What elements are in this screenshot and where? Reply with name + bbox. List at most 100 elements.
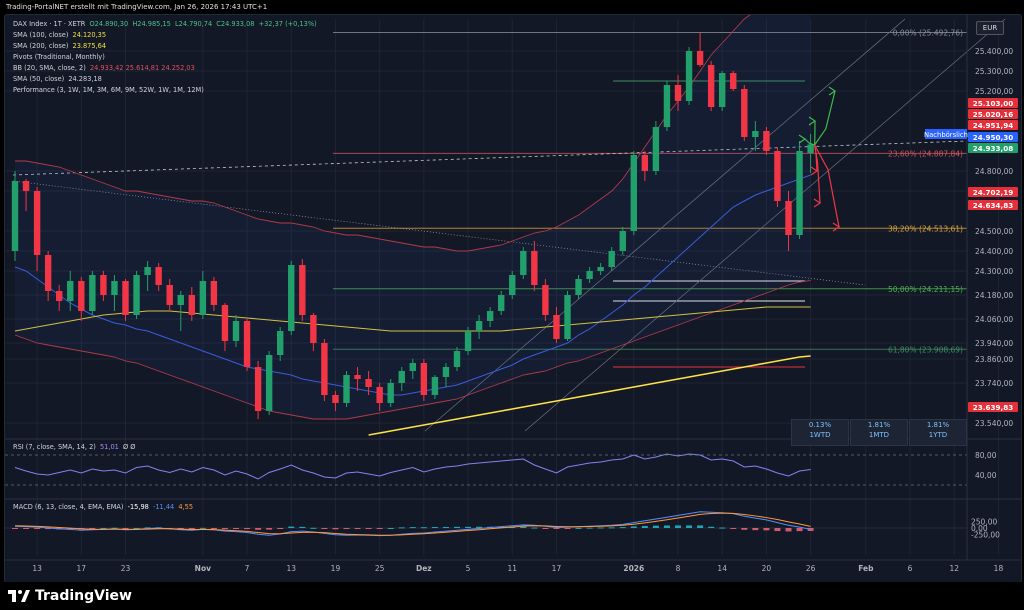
rsi-value: 51,01 (99, 443, 119, 451)
price-tick-2: 25.200,00 (975, 87, 1013, 96)
candle-body-52 (586, 271, 593, 279)
channel-line-upper (524, 18, 1006, 432)
macd-hist-34 (387, 528, 394, 529)
macd-hist-24 (277, 528, 284, 529)
macd-hist-51 (575, 527, 582, 529)
candle-body-37 (420, 363, 428, 395)
time-tick-0: 13 (32, 564, 42, 573)
macd-hist-12 (144, 527, 151, 529)
time-tick-5: 13 (286, 564, 296, 573)
price-tick-1: 25.300,00 (975, 67, 1013, 76)
candle-body-35 (398, 371, 405, 383)
price-tag-5: 24.933,08 (973, 144, 1013, 153)
price-axis: 25.400,00 25.300,00 25.200,00 24.800,00 24.7… (966, 15, 1013, 560)
currency-button[interactable]: EUR (976, 21, 1004, 35)
candle-body-29 (332, 395, 339, 403)
candle-body-49 (553, 315, 560, 339)
channel-line-lower (424, 18, 906, 432)
time-tick-13: 8 (676, 564, 681, 573)
price-tag-2: 24.951,94 (973, 121, 1013, 130)
time-tick-2: 23 (121, 564, 131, 573)
price-tick-10: 23.940,00 (975, 339, 1013, 348)
macd-hist-47 (531, 527, 538, 529)
candle-body-34 (387, 383, 394, 403)
macd-hist-27 (310, 527, 317, 529)
candle-body-58 (652, 127, 660, 171)
time-tick-14: 14 (717, 564, 727, 573)
macd-hist-60 (675, 525, 681, 528)
fib-label-3: 50,00% (24.211,15) (888, 285, 963, 294)
sma50-line (14, 174, 811, 396)
projection-arrowhead-5 (832, 222, 841, 232)
candle-body-39 (442, 367, 450, 377)
candle-body-47 (531, 251, 538, 285)
price-tag-6: 24.702,19 (973, 188, 1013, 197)
candle-body-17 (199, 281, 207, 315)
price-tag-label-3: Nachbörslich (924, 131, 968, 139)
candle-body-67 (752, 131, 759, 137)
dotted-trendline (12, 180, 866, 286)
macd-hist-41 (465, 526, 472, 528)
macd-hist-2 (34, 528, 41, 529)
macd-hist-20 (233, 528, 239, 529)
legend-close: C24.933,08 (216, 20, 255, 28)
price-tag-label-bg-3 (925, 129, 967, 139)
price-tick-13: 23.540,00 (975, 419, 1013, 428)
macd-hist-36 (409, 527, 416, 529)
candle-body-30 (343, 375, 350, 403)
legend-sma200: SMA (200, close) 23.875,64 (13, 41, 106, 52)
projection-arrow-5 (814, 144, 840, 228)
candle-body-14 (166, 285, 173, 305)
macd-hist-25 (288, 526, 295, 528)
macd-hist-33 (376, 528, 383, 529)
candle-body-40 (453, 351, 461, 367)
candle-body-11 (133, 275, 140, 315)
candle-body-4 (56, 291, 63, 301)
macd-hist-16 (188, 528, 195, 529)
macd-tick-1: 0,00 (971, 524, 988, 533)
macd-hist-31 (354, 528, 361, 529)
price-tag-bg-6 (968, 187, 1018, 197)
legend-symbol: DAX Index · 1T · XETR (13, 20, 86, 28)
candle-body-61 (685, 51, 693, 101)
price-tag-bg-5 (968, 143, 1018, 153)
macd-hist-72 (807, 528, 814, 531)
macd-tick-0: 250,00 (971, 518, 997, 527)
price-chart[interactable]: 0,00% (25.492,76) 23,60% (24.887,84) 38,20… (5, 15, 1021, 583)
rsi-tick-1: 40,00 (975, 471, 997, 480)
candle-body-16 (188, 295, 195, 315)
candle-body-72 (807, 144, 814, 153)
trend-lines (12, 18, 1006, 432)
macd-hist-26 (299, 526, 306, 528)
price-tag-bg-7 (968, 200, 1018, 210)
perf-box-1wtd: 0.13% 1WTD (791, 419, 849, 446)
tradingview-logo[interactable]: TradingView (8, 588, 132, 604)
macd-hist-55 (619, 527, 626, 529)
sma200-line (368, 355, 811, 436)
macd-tick-2: -250,00 (971, 530, 1000, 539)
projection-arrow-2 (804, 138, 815, 146)
macd-hist-8 (100, 528, 107, 529)
macd-hist-64 (719, 527, 726, 529)
legend-performance-label: Performance (3, 1W, 1M, 3M, 6M, 9M, 52W,… (13, 86, 204, 94)
macd-hist-9 (111, 527, 118, 529)
candle-body-56 (630, 155, 637, 231)
perf-pct-1ytd: 1.81% (926, 421, 950, 429)
price-tick-9: 24.060,00 (975, 315, 1013, 324)
fib-label-4: 61,80% (23.908,69) (888, 345, 963, 354)
candle-body-1 (22, 181, 30, 191)
candle-body-23 (265, 355, 273, 411)
macd-line (14, 511, 811, 537)
rsi-overbought-fill (622, 454, 745, 455)
macd-hist-15 (177, 528, 184, 529)
candle-body-48 (542, 285, 549, 315)
candle-body-66 (741, 89, 748, 137)
price-tag-bg-2 (968, 120, 1018, 130)
footer: TradingView (0, 582, 1024, 610)
chart-panel[interactable]: 0,00% (25.492,76) 23,60% (24.887,84) 38,20… (4, 14, 1022, 584)
macd-hist-46 (520, 526, 527, 528)
price-tick-0: 25.400,00 (975, 47, 1013, 56)
projection-arrowhead-4 (813, 198, 822, 208)
candle-body-68 (763, 131, 770, 151)
price-tick-3: 24.800,00 (975, 167, 1013, 176)
